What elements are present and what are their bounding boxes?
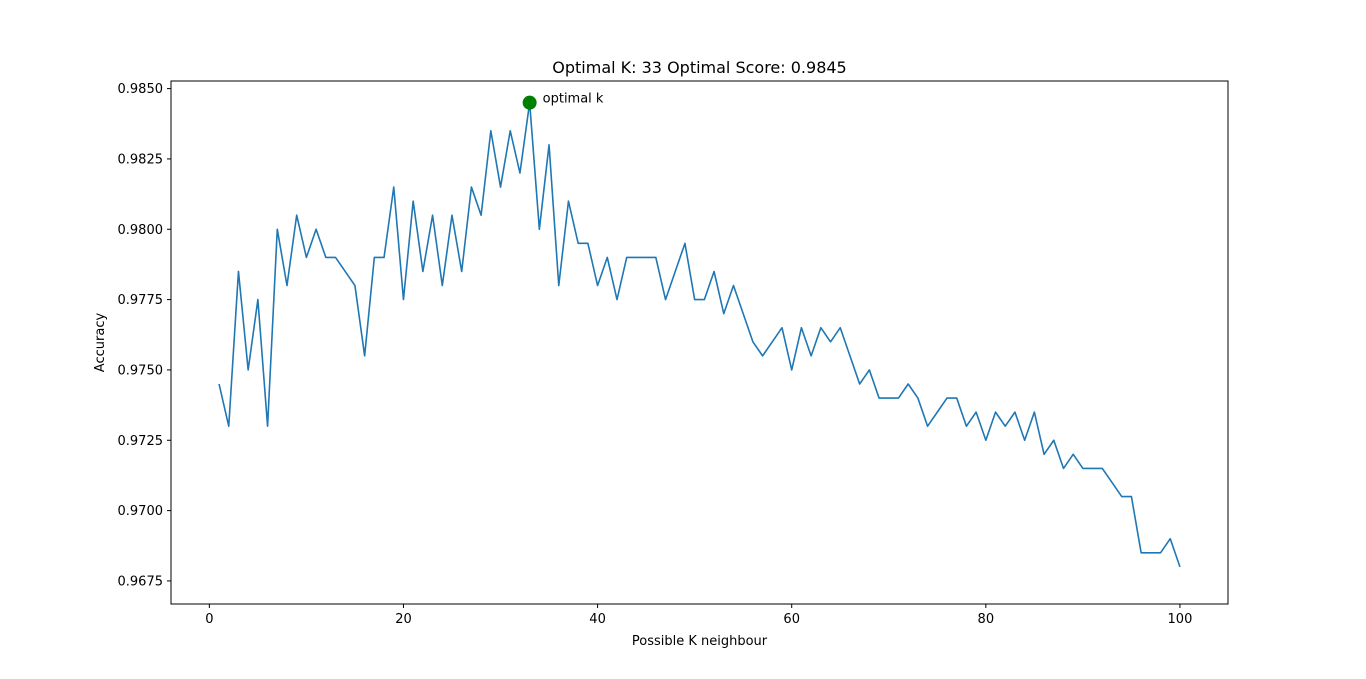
y-axis: 0.9675 0.9700 0.9725 0.9750 0.9775 0.9800 0.98… xyxy=(118,82,171,589)
y-tick-label: 0.9675 xyxy=(118,574,164,589)
series-line-0 xyxy=(218,101,1181,568)
y-tick-label: 0.9725 xyxy=(118,434,164,449)
x-axis: 0 20 40 60 80 100 xyxy=(205,604,1192,627)
plot-frame xyxy=(170,80,1229,605)
x-tick-label: 100 xyxy=(1168,612,1193,627)
optimal-k-annotation: optimal k xyxy=(543,92,604,107)
x-axis-label: Possible K neighbour xyxy=(632,634,768,649)
x-tick-label: 60 xyxy=(783,612,800,627)
y-tick-label: 0.9850 xyxy=(118,82,164,97)
x-tick-label: 0 xyxy=(205,612,213,627)
x-tick-label: 40 xyxy=(589,612,606,627)
optimal-k-marker xyxy=(522,95,537,110)
y-tick-label: 0.9800 xyxy=(118,223,164,238)
y-tick-label: 0.9700 xyxy=(118,504,164,519)
x-tick-label: 80 xyxy=(978,612,995,627)
y-tick-label: 0.9825 xyxy=(118,152,164,167)
chart-title: Optimal K: 33 Optimal Score: 0.9845 xyxy=(552,58,846,77)
y-tick-label: 0.9775 xyxy=(118,293,164,308)
y-axis-label: Accuracy xyxy=(93,313,108,373)
x-tick-label: 20 xyxy=(395,612,412,627)
y-tick-label: 0.9750 xyxy=(118,363,164,378)
